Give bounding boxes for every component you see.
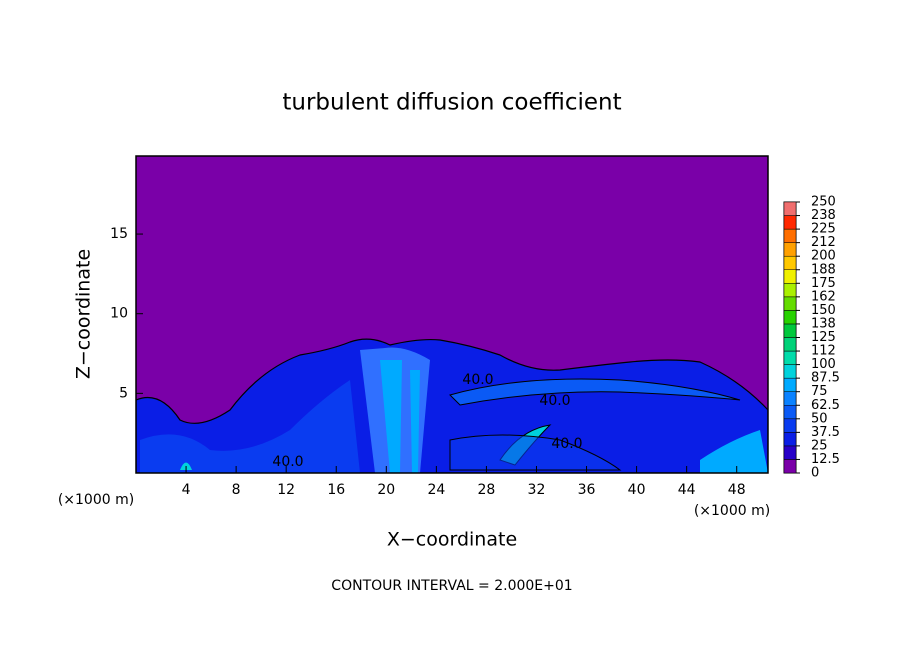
x-tick-label: 12 [277,482,295,498]
colorbar-label: 225 [811,222,836,237]
colorbar-label: 62.5 [811,398,840,413]
colorbar-label: 162 [811,289,836,304]
contour-label: 40.0 [551,436,582,452]
y-tick-label: 15 [110,226,128,242]
colorbar-swatch [783,296,797,311]
colorbar-label: 250 [811,195,836,210]
colorbar-swatch [783,418,797,433]
field-region [449,378,741,406]
colorbar-swatch [783,283,797,298]
colorbar-swatch [783,228,797,243]
y-tick-label: 10 [110,306,128,322]
colorbar-label: 112 [811,344,836,359]
colorbar-swatch [783,201,797,216]
colorbar-label: 100 [811,357,836,372]
y-axis-label: Z−coordinate [73,249,95,379]
colorbar-swatch [783,350,797,365]
x-tick-label: 36 [578,482,596,498]
colorbar-label: 238 [811,208,836,223]
colorbar-swatch [783,269,797,284]
colorbar-swatch [783,337,797,352]
field-region [140,380,360,473]
colorbar-label: 0 [811,466,819,481]
colorbar-swatch [783,215,797,230]
x-tick-label: 8 [232,482,241,498]
field-region [700,430,768,473]
colorbar-label: 50 [811,411,828,426]
x-tick-label: 28 [478,482,496,498]
colorbar-label: 75 [811,384,828,399]
colorbar-swatch [783,405,797,420]
colorbar-swatch [783,445,797,460]
chart-title: turbulent diffusion coefficient [282,90,621,116]
colorbar-swatch [783,255,797,271]
colorbar-swatch [783,377,797,392]
contour-label: 40.0 [462,372,493,388]
field-region [380,360,420,473]
x-axis-label: X−coordinate [387,529,517,551]
colorbar-label: 175 [811,276,836,291]
y-unit: (×1000 m) [58,492,134,508]
colorbar-swatch [783,391,797,406]
colorbar-swatch [783,242,797,257]
x-tick-label: 16 [327,482,345,498]
colorbar-swatch [783,323,797,338]
x-tick-label: 24 [427,482,445,498]
plot-frame [135,155,769,474]
colorbar-label: 150 [811,303,836,318]
colorbar-label: 12.5 [811,452,840,467]
colorbar-label: 125 [811,330,836,345]
colorbar-label: 138 [811,316,836,331]
colorbar-swatch [783,459,797,474]
colorbar-swatch [783,310,797,325]
colorbar-label: 87.5 [811,371,840,386]
contour-label: 40.0 [539,393,570,409]
x-tick-label: 20 [377,482,395,498]
contour-label: 40.0 [272,454,303,470]
x-tick-label: 48 [728,482,746,498]
colorbar-label: 25 [811,438,828,453]
x-unit: (×1000 m) [694,503,770,519]
colorbar-swatch [783,364,797,379]
colorbar-label: 212 [811,235,836,250]
footer: CONTOUR INTERVAL = 2.000E+01 [331,578,572,594]
colorbar-label: 200 [811,249,836,264]
x-tick-label: 4 [182,482,191,498]
x-tick-label: 32 [528,482,546,498]
x-tick-label: 40 [628,482,646,498]
colorbar-label: 37.5 [811,425,840,440]
y-tick-label: 5 [119,385,128,401]
field-region [449,434,622,471]
field [136,156,768,473]
colorbar-swatch [783,432,797,447]
x-tick-label: 44 [678,482,696,498]
colorbar-label: 188 [811,262,836,277]
